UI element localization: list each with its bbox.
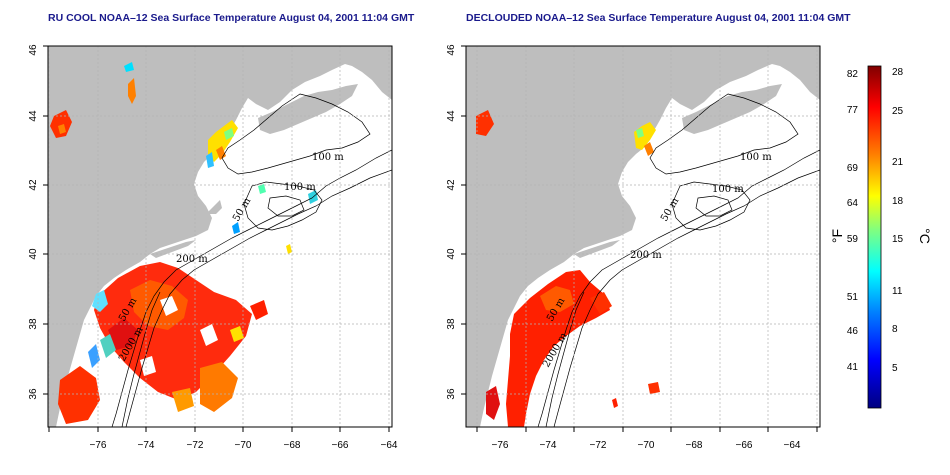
right-land (466, 46, 820, 427)
left-y-tick-label: 40 (28, 248, 39, 260)
colorbar-c-tick: 21 (892, 157, 904, 168)
left-x-tick-label: −68 (284, 440, 301, 451)
right-sst-patches (476, 110, 660, 427)
left-x-tick-label: −76 (90, 440, 107, 451)
right-grid (466, 46, 820, 427)
right-y-tick-label: 36 (446, 388, 457, 400)
right-x-tick-label: −66 (736, 440, 753, 451)
colorbar-f-tick: 41 (847, 362, 859, 373)
colorbar-f-tick: 69 (847, 163, 859, 174)
right-map-title: DECLOUDED NOAA–12 Sea Surface Temperatur… (466, 12, 851, 24)
left-x-tick-label: −74 (138, 440, 155, 451)
colorbar-ramp (867, 65, 882, 409)
colorbar-c-tick: 5 (892, 363, 898, 374)
left-y-tick-label: 42 (28, 179, 39, 191)
left-map: 100 m 100 m 50 m 200 m 50 m 2000 m −76 −… (28, 44, 398, 451)
right-y-tick-label: 46 (446, 44, 457, 56)
right-map-plot-area (466, 46, 820, 427)
colorbar-c-tick: 15 (892, 234, 904, 245)
right-x-tick-label: −64 (784, 440, 801, 451)
right-y-tick-label: 42 (446, 179, 457, 191)
left-x-tick-label: −66 (332, 440, 349, 451)
left-x-tick-label: −64 (381, 440, 398, 451)
right-x-tick-label: −70 (638, 440, 655, 451)
right-x-tick-label: −72 (590, 440, 607, 451)
right-contour-label-100m-georges: 100 m (712, 184, 744, 195)
left-map-title: RU COOL NOAA–12 Sea Surface Temperature … (48, 12, 415, 24)
colorbar-c-tick: 11 (892, 286, 903, 297)
left-grid (48, 46, 392, 427)
colorbar-f-tick: 82 (847, 69, 859, 80)
colorbar-f-tick: 51 (847, 292, 859, 303)
right-map: 100 m 100 m 50 m 200 m 50 m 2000 m −76 −… (446, 44, 821, 451)
colorbar-fahrenheit-unit: °F (829, 229, 845, 243)
right-map-frame (465, 45, 821, 428)
right-y-tick-label: 44 (446, 110, 457, 122)
right-x-tick-label: −74 (540, 440, 557, 451)
colorbar-f-tick: 46 (847, 326, 859, 337)
left-y-tick-label: 36 (28, 388, 39, 400)
right-x-axis: −76 −74 −72 −70 −68 −66 −64 (476, 427, 818, 451)
left-y-tick-label: 44 (28, 110, 39, 122)
left-map-frame (47, 45, 393, 428)
colorbar-c-tick: 25 (892, 106, 904, 117)
left-x-tick-label: −72 (187, 440, 204, 451)
right-isobaths (537, 93, 820, 427)
left-x-axis: −76 −74 −72 −70 −68 −66 −64 (48, 427, 398, 451)
colorbar-c-tick: 8 (892, 324, 898, 335)
right-contour-label-100m-north: 100 m (740, 152, 772, 163)
colorbar-c-tick: 28 (892, 67, 904, 78)
left-y-tick-label: 46 (28, 44, 39, 56)
left-y-tick-label: 38 (28, 318, 39, 330)
left-long-island (150, 240, 196, 258)
left-map-plot-area (48, 46, 392, 427)
right-y-tick-label: 40 (446, 248, 457, 260)
colorbar-f-tick: 64 (847, 198, 859, 209)
right-y-tick-label: 38 (446, 318, 457, 330)
left-contour-label-100m-georges: 100 m (284, 182, 316, 193)
left-contour-label-200m: 200 m (176, 254, 208, 265)
left-y-axis: 36 38 40 42 44 46 (28, 44, 48, 400)
left-x-tick-label: −70 (235, 440, 252, 451)
right-x-tick-label: −68 (686, 440, 703, 451)
colorbar: 82 77 69 64 59 51 46 41 28 25 21 18 15 1… (829, 65, 933, 409)
colorbar-celsius-unit: °C (917, 228, 933, 244)
left-land (48, 46, 392, 427)
left-cape-cod (206, 200, 222, 214)
right-x-tick-label: −76 (492, 440, 509, 451)
right-nova-scotia (682, 84, 782, 134)
colorbar-f-tick: 77 (847, 105, 859, 116)
right-long-island (574, 240, 620, 258)
left-nova-scotia (258, 84, 358, 134)
right-contour-label-200m: 200 m (630, 250, 662, 261)
left-contour-label-100m-north: 100 m (312, 152, 344, 163)
colorbar-c-tick: 18 (892, 196, 904, 207)
colorbar-f-tick: 59 (847, 234, 859, 245)
right-y-axis: 36 38 40 42 44 46 (446, 44, 466, 400)
